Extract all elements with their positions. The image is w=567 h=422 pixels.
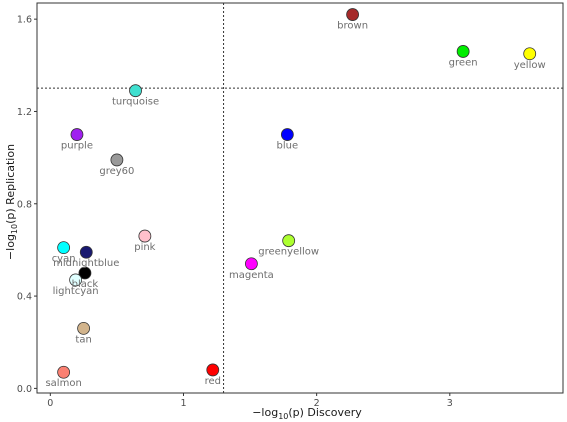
point-black — [78, 266, 92, 280]
point-label-yellow: yellow — [514, 60, 546, 71]
y-axis-title: −log10(p) Replication — [4, 144, 19, 260]
point-label-lightcyan: lightcyan — [53, 286, 99, 297]
point-pink — [138, 229, 152, 243]
point-cyan — [57, 241, 71, 255]
point-label-tan: tan — [75, 334, 91, 345]
y-axis-title-pre: −log — [4, 234, 17, 260]
point-magenta — [244, 257, 258, 271]
point-label-cyan: cyan — [52, 254, 76, 265]
point-label-turquoise: turquoise — [112, 97, 159, 108]
point-brown — [346, 8, 360, 21]
point-greenyellow — [282, 234, 296, 248]
y-tick-label: 1.6 — [17, 15, 32, 26]
point-grey60 — [110, 153, 124, 167]
point-label-purple: purple — [61, 141, 93, 152]
point-label-grey60: grey60 — [99, 166, 134, 177]
point-label-pink: pink — [134, 242, 155, 253]
y-axis-ticks: 0.0 0.4 0.8 1.2 1.6 — [17, 15, 37, 395]
point-label-brown: brown — [337, 21, 368, 32]
point-label-green: green — [449, 57, 478, 68]
plot-area — [36, 2, 564, 394]
y-axis-title-sub: 10 — [10, 224, 19, 234]
point-label-black: black — [72, 279, 99, 290]
x-axis-title-post: (p) Discovery — [288, 406, 362, 419]
plot-frame — [36, 2, 564, 394]
point-red — [206, 363, 220, 377]
point-label-magenta: magenta — [229, 270, 274, 281]
point-label-salmon: salmon — [45, 378, 81, 389]
point-lightcyan — [69, 273, 83, 287]
point-midnightblue — [79, 245, 93, 259]
point-label-red: red — [205, 376, 221, 387]
x-axis-title-sub: 10 — [278, 412, 288, 421]
y-axis-title-post: (p) Replication — [4, 144, 17, 224]
point-purple — [70, 128, 84, 141]
point-label-greenyellow: greenyellow — [258, 247, 319, 258]
x-axis-ticks: 0 1 2 3 — [47, 393, 453, 409]
y-tick-label: 0.4 — [17, 292, 32, 303]
point-green — [456, 45, 470, 58]
point-tan — [77, 321, 91, 335]
x-axis-title: −log10(p) Discovery — [252, 406, 362, 421]
point-turquoise — [129, 84, 142, 98]
y-tick-label: 0.0 — [17, 384, 32, 395]
point-label-midnightblue: midnightblue — [53, 258, 119, 269]
point-salmon — [57, 365, 71, 379]
point-yellow — [523, 47, 537, 61]
point-blue — [280, 128, 294, 141]
x-tick-label: 3 — [447, 398, 453, 409]
y-tick-label: 0.8 — [17, 199, 32, 210]
point-label-blue: blue — [277, 141, 299, 152]
x-axis-title-pre: −log — [252, 406, 278, 419]
x-tick-label: 1 — [180, 398, 186, 409]
x-tick-label: 0 — [47, 398, 53, 409]
x-tick-label: 2 — [314, 398, 320, 409]
y-tick-label: 1.2 — [17, 107, 32, 118]
